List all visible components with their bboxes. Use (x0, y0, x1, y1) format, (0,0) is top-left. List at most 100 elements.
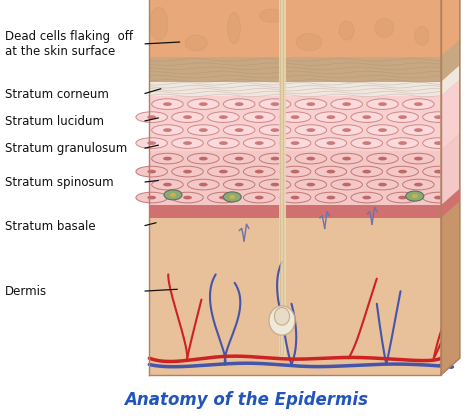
Ellipse shape (199, 128, 208, 132)
Ellipse shape (136, 192, 167, 203)
Ellipse shape (378, 102, 387, 106)
Ellipse shape (291, 115, 300, 119)
Ellipse shape (188, 99, 219, 109)
Ellipse shape (219, 115, 228, 119)
Ellipse shape (235, 128, 244, 132)
Ellipse shape (367, 179, 398, 190)
Ellipse shape (387, 112, 419, 122)
Ellipse shape (183, 170, 192, 173)
Ellipse shape (271, 157, 279, 160)
Ellipse shape (147, 170, 156, 173)
Ellipse shape (150, 8, 168, 40)
Ellipse shape (269, 306, 295, 335)
Ellipse shape (260, 9, 283, 22)
Ellipse shape (434, 141, 443, 145)
Ellipse shape (229, 195, 235, 199)
Text: Dermis: Dermis (5, 285, 47, 298)
Ellipse shape (362, 170, 371, 173)
Ellipse shape (367, 125, 398, 135)
Ellipse shape (219, 141, 228, 145)
Ellipse shape (185, 35, 207, 51)
Ellipse shape (271, 102, 279, 106)
Ellipse shape (402, 179, 434, 190)
Ellipse shape (398, 141, 407, 145)
Ellipse shape (306, 128, 315, 132)
Ellipse shape (387, 166, 419, 177)
Polygon shape (441, 65, 460, 96)
Ellipse shape (315, 192, 346, 203)
Ellipse shape (367, 153, 398, 164)
Ellipse shape (136, 112, 167, 122)
Ellipse shape (279, 192, 311, 203)
Ellipse shape (315, 166, 346, 177)
Ellipse shape (295, 125, 327, 135)
Ellipse shape (235, 183, 244, 186)
Ellipse shape (188, 153, 219, 164)
Ellipse shape (199, 102, 208, 106)
Ellipse shape (259, 125, 291, 135)
Text: Stratum lucidum: Stratum lucidum (5, 115, 104, 128)
Ellipse shape (199, 183, 208, 186)
Ellipse shape (223, 179, 255, 190)
Ellipse shape (295, 179, 327, 190)
Ellipse shape (163, 183, 172, 186)
Ellipse shape (414, 183, 423, 186)
Ellipse shape (271, 128, 279, 132)
Ellipse shape (296, 34, 322, 51)
Ellipse shape (183, 115, 192, 119)
Ellipse shape (306, 183, 315, 186)
Ellipse shape (274, 308, 290, 325)
Ellipse shape (244, 166, 275, 177)
Ellipse shape (414, 157, 423, 160)
Ellipse shape (183, 141, 192, 145)
Ellipse shape (414, 102, 423, 106)
Ellipse shape (136, 138, 167, 148)
Ellipse shape (279, 166, 311, 177)
Ellipse shape (152, 179, 183, 190)
Ellipse shape (351, 166, 383, 177)
Ellipse shape (199, 157, 208, 160)
Ellipse shape (306, 157, 315, 160)
Ellipse shape (228, 13, 240, 44)
Ellipse shape (327, 141, 335, 145)
Ellipse shape (375, 18, 394, 37)
Ellipse shape (208, 192, 239, 203)
Ellipse shape (163, 128, 172, 132)
Ellipse shape (362, 141, 371, 145)
Ellipse shape (342, 157, 351, 160)
Ellipse shape (172, 192, 203, 203)
Polygon shape (441, 0, 460, 57)
Ellipse shape (331, 99, 363, 109)
Ellipse shape (172, 112, 203, 122)
Ellipse shape (434, 196, 443, 199)
Ellipse shape (244, 112, 275, 122)
Ellipse shape (208, 166, 239, 177)
Polygon shape (441, 40, 460, 82)
Bar (149, 96, 441, 151)
Ellipse shape (152, 153, 183, 164)
Polygon shape (441, 134, 460, 205)
Ellipse shape (172, 166, 203, 177)
Text: Stratum spinosum: Stratum spinosum (5, 176, 113, 189)
Ellipse shape (406, 191, 424, 201)
Ellipse shape (152, 99, 183, 109)
Ellipse shape (423, 112, 454, 122)
Ellipse shape (398, 170, 407, 173)
Ellipse shape (378, 128, 387, 132)
Ellipse shape (255, 170, 264, 173)
Ellipse shape (147, 141, 156, 145)
Ellipse shape (398, 115, 407, 119)
Ellipse shape (367, 99, 398, 109)
Ellipse shape (342, 183, 351, 186)
Ellipse shape (244, 192, 275, 203)
Ellipse shape (147, 196, 156, 199)
Ellipse shape (170, 193, 176, 197)
Ellipse shape (255, 141, 264, 145)
Ellipse shape (339, 21, 354, 40)
Ellipse shape (255, 196, 264, 199)
Ellipse shape (362, 115, 371, 119)
Bar (149, 0, 441, 57)
Ellipse shape (279, 138, 311, 148)
Ellipse shape (295, 153, 327, 164)
Ellipse shape (164, 190, 182, 200)
